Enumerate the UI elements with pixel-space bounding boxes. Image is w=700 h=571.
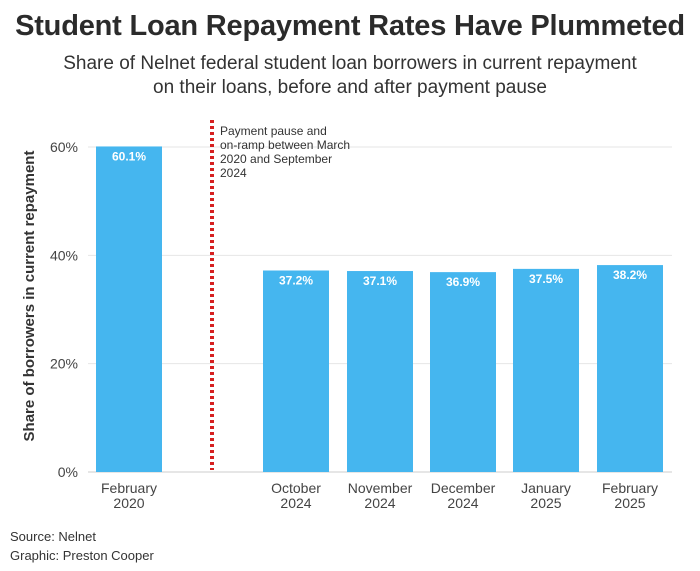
data-label: 38.2% xyxy=(613,268,647,282)
y-axis-label: Share of borrowers in current repayment xyxy=(21,151,38,442)
y-tick-label: 40% xyxy=(50,247,78,263)
bar xyxy=(263,270,329,472)
chart-title: Student Loan Repayment Rates Have Plumme… xyxy=(15,10,685,42)
bar xyxy=(513,268,579,472)
data-label: 37.5% xyxy=(529,272,563,286)
x-tick-label: December xyxy=(431,480,496,496)
data-label: 37.1% xyxy=(363,274,397,288)
x-tick-label: October xyxy=(271,480,321,496)
annotation-text: Payment pause and xyxy=(220,124,327,138)
chart-subtitle: Share of Nelnet federal student loan bor… xyxy=(63,53,637,98)
y-tick-label: 20% xyxy=(50,356,78,372)
graphic-credit: Graphic: Preston Cooper xyxy=(10,548,154,563)
y-tick-label: 0% xyxy=(58,464,78,480)
data-label: 37.2% xyxy=(279,274,313,288)
x-tick-label: 2025 xyxy=(530,495,561,511)
x-tick-label: February xyxy=(602,480,658,496)
annotation-text: on-ramp between March xyxy=(220,138,350,152)
bar xyxy=(430,272,496,472)
bar xyxy=(597,265,663,472)
annotation-text: 2020 and September xyxy=(220,152,332,166)
x-tick-label: November xyxy=(348,480,413,496)
annotation-text: 2024 xyxy=(220,166,247,180)
data-label: 60.1% xyxy=(112,149,146,163)
bar xyxy=(347,271,413,472)
x-tick-label: February xyxy=(101,480,157,496)
source-note: Source: Nelnet xyxy=(10,529,96,544)
bar xyxy=(96,146,162,473)
x-tick-label: 2024 xyxy=(447,495,478,511)
x-tick-label: 2020 xyxy=(113,495,144,511)
x-tick-label: January xyxy=(521,480,571,496)
x-tick-label: 2025 xyxy=(614,495,645,511)
data-label: 36.9% xyxy=(446,275,480,289)
y-tick-label: 60% xyxy=(50,139,78,155)
x-tick-label: 2024 xyxy=(364,495,395,511)
x-tick-label: 2024 xyxy=(280,495,311,511)
